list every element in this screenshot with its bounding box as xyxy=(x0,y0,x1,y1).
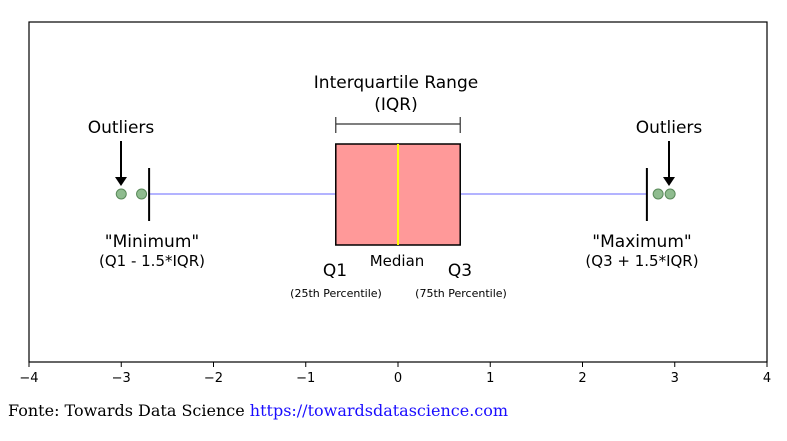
q1-label: Q1 xyxy=(323,261,347,281)
box-plot-chart: −4 −3 −2 −1 0 1 2 3 4 Interquartile Range (IQR) … xyxy=(19,21,771,386)
outlier-point xyxy=(136,188,148,200)
x-tick-label: −3 xyxy=(112,371,131,386)
q3-label: Q3 xyxy=(448,261,472,281)
q1-description: (25th Percentile) xyxy=(290,287,382,300)
outlier-point xyxy=(664,188,676,200)
iqr-subtitle: (IQR) xyxy=(374,95,417,115)
x-tick-label: 4 xyxy=(763,371,771,386)
q3-description: (75th Percentile) xyxy=(415,287,507,300)
x-tick-label: −1 xyxy=(296,371,315,386)
x-tick-label: 2 xyxy=(578,371,586,386)
minimum-label: "Minimum" xyxy=(105,232,199,252)
source-caption: Fonte: Towards Data Science https://towa… xyxy=(8,401,508,420)
x-tick-label: 0 xyxy=(394,371,402,386)
minimum-formula: (Q1 - 1.5*IQR) xyxy=(99,252,205,270)
outlier-points xyxy=(115,188,676,200)
outliers-left-label: Outliers xyxy=(88,118,155,138)
x-tick-label: −2 xyxy=(204,371,223,386)
median-label: Median xyxy=(370,252,425,270)
outliers-right-label: Outliers xyxy=(636,118,703,138)
outlier-arrow-left xyxy=(115,141,127,186)
x-tick-label: −4 xyxy=(19,371,38,386)
maximum-formula: (Q3 + 1.5*IQR) xyxy=(585,252,698,270)
x-axis: −4 −3 −2 −1 0 1 2 3 4 xyxy=(19,362,771,386)
x-tick-label: 1 xyxy=(486,371,494,386)
x-tick-label: 3 xyxy=(671,371,679,386)
caption-prefix: Fonte: Towards Data Science xyxy=(8,401,250,420)
maximum-label: "Maximum" xyxy=(592,232,691,252)
outlier-arrow-right xyxy=(663,141,675,186)
iqr-title: Interquartile Range xyxy=(314,73,478,93)
outlier-point xyxy=(115,188,127,200)
source-link[interactable]: https://towardsdatascience.com xyxy=(249,401,509,420)
outlier-point xyxy=(652,188,664,200)
